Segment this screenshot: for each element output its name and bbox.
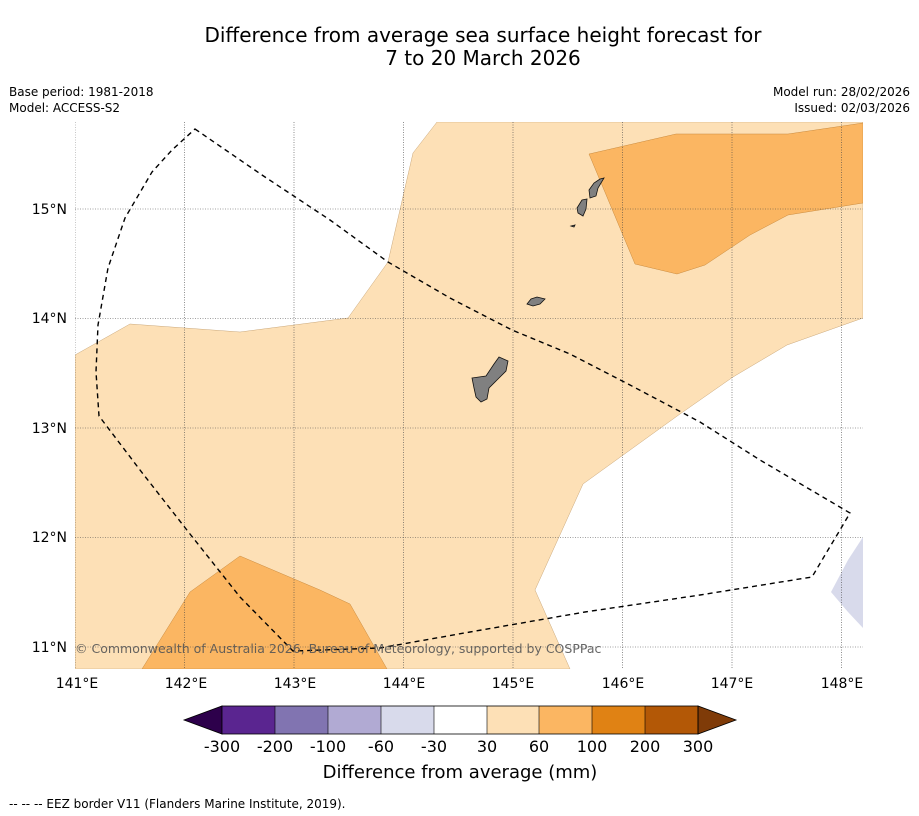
colorbar-outline (221, 705, 699, 735)
lat-label-15: 15°N (32, 202, 67, 218)
region-60-100-south (141, 555, 388, 669)
colorbar-bin-1 (222, 706, 275, 734)
colorbar-tick-300: 300 (683, 737, 714, 756)
colorbar-tick-neg300: -300 (204, 737, 240, 756)
colorbar-bin-5 (434, 706, 487, 734)
lon-axis-labels: 141°E 142°E 143°E 144°E 145°E 146°E 147°… (56, 676, 864, 692)
lat-axis-labels: 15°N 14°N 13°N 12°N 11°N (32, 202, 67, 656)
copyright-text: © Commonwealth of Australia 2026, Bureau… (75, 641, 601, 656)
colorbar-tick-30: 30 (477, 737, 497, 756)
issued-text: Issued: 02/03/2026 (794, 101, 910, 115)
colorbar-tick-neg200: -200 (257, 737, 293, 756)
island-tinian (576, 198, 588, 217)
colorbar-bin-4 (381, 706, 434, 734)
region-neg60-neg30 (831, 537, 863, 628)
lat-label-12: 12°N (32, 530, 67, 546)
colorbar-tick-60: 60 (529, 737, 549, 756)
region-60-100-north (588, 122, 863, 275)
lon-label-143: 143°E (274, 676, 317, 692)
eez-footnote: -- -- -- EEZ border V11 (Flanders Marine… (9, 797, 346, 811)
lon-label-146: 146°E (602, 676, 645, 692)
lat-label-11: 11°N (32, 640, 67, 656)
model-run-text: Model run: 28/02/2026 (773, 85, 910, 99)
title-line-2: 7 to 20 March 2026 (385, 46, 581, 70)
colorbar-tick-neg100: -100 (310, 737, 346, 756)
lon-label-144: 144°E (383, 676, 426, 692)
model-text: Model: ACCESS-S2 (9, 101, 120, 115)
gridlines (75, 122, 863, 669)
island-rota (526, 296, 546, 307)
lon-label-148: 148°E (821, 676, 864, 692)
lon-label-142: 142°E (165, 676, 208, 692)
colorbar-bin-3 (328, 706, 381, 734)
base-period-text: Base period: 1981-2018 (9, 85, 154, 99)
lat-label-13: 13°N (32, 421, 67, 437)
lon-label-141: 141°E (56, 676, 99, 692)
colorbar-tick-200: 200 (630, 737, 661, 756)
island-aguijan (569, 224, 576, 228)
colorbar-dividers (274, 706, 646, 734)
colorbar-extend-high (697, 705, 738, 735)
colorbar-bin-2 (275, 706, 328, 734)
colorbar-tick-neg60: -60 (368, 737, 394, 756)
lat-label-14: 14°N (32, 311, 67, 327)
colorbar-label: Difference from average (mm) (323, 762, 598, 783)
map-area: © Commonwealth of Australia 2026, Bureau… (75, 122, 863, 669)
island-guam (471, 356, 509, 403)
lon-label-147: 147°E (711, 676, 754, 692)
title-line-1: Difference from average sea surface heig… (204, 23, 762, 47)
islands (471, 177, 605, 403)
colorbar: -300 -200 -100 -60 -30 30 60 100 200 300… (182, 705, 738, 783)
colorbar-tick-neg30: -30 (421, 737, 447, 756)
colorbar-bin-8 (592, 706, 645, 734)
colorbar-extend-low (182, 705, 223, 735)
lon-label-145: 145°E (492, 676, 535, 692)
colorbar-bin-9 (645, 706, 698, 734)
eez-border (95, 128, 851, 652)
island-saipan (588, 177, 605, 199)
colorbar-tick-100: 100 (577, 737, 608, 756)
colorbar-bin-7 (539, 706, 592, 734)
colorbar-bin-6 (487, 706, 539, 734)
